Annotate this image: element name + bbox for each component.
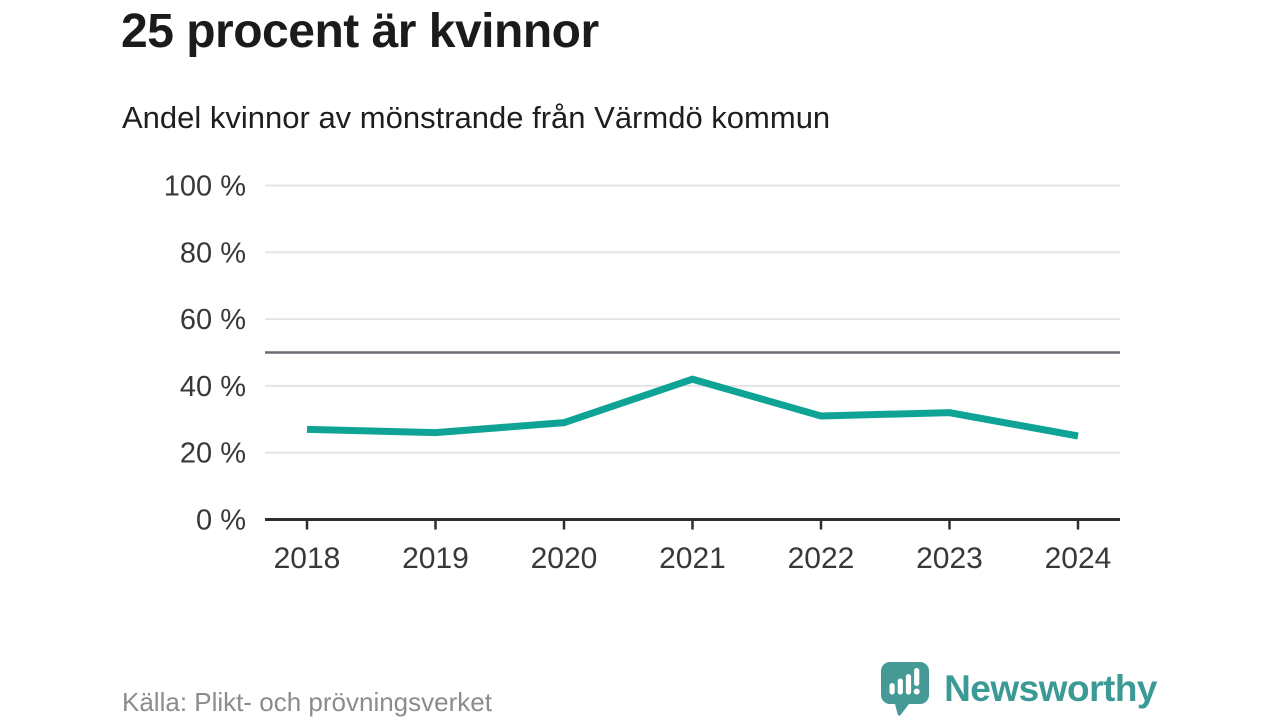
newsworthy-speech-bubble-icon <box>881 662 930 716</box>
brand-name: Newsworthy <box>944 668 1157 709</box>
y-axis-label: 40 % <box>180 371 246 403</box>
x-axis-label: 2021 <box>659 542 726 575</box>
x-axis-label: 2024 <box>1045 542 1112 575</box>
source-note: Källa: Plikt- och prövningsverket <box>122 687 492 717</box>
y-axis-label: 80 % <box>180 237 246 269</box>
y-axis-label: 60 % <box>180 304 246 336</box>
x-axis-label: 2019 <box>402 542 469 575</box>
y-axis-label: 20 % <box>180 438 246 470</box>
x-axis-label: 2022 <box>788 542 855 575</box>
x-axis-label: 2018 <box>274 542 341 575</box>
y-axis-label: 100 % <box>164 171 246 203</box>
chart-subtitle: Andel kvinnor av mönstrande från Värmdö … <box>122 100 831 135</box>
data-line <box>306 375 1079 440</box>
y-axis-label: 0 % <box>196 505 246 537</box>
newsworthy-logo: Newsworthy <box>879 660 1157 718</box>
x-axis-label: 2023 <box>916 542 983 575</box>
x-axis-label: 2020 <box>531 542 598 575</box>
chart-title: 25 procent är kvinnor <box>121 5 599 58</box>
